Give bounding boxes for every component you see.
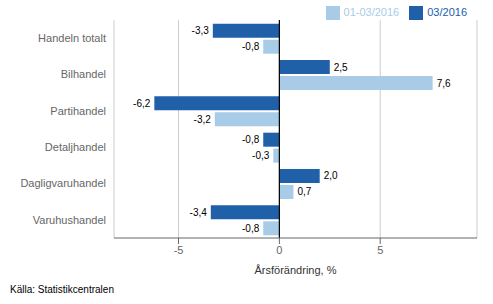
svg-text:5: 5 — [377, 244, 383, 256]
svg-text:Partihandel: Partihandel — [50, 105, 106, 117]
svg-text:Bilhandel: Bilhandel — [61, 68, 106, 80]
svg-text:2,0: 2,0 — [324, 170, 338, 181]
svg-text:Handeln totalt: Handeln totalt — [38, 32, 106, 44]
svg-text:0: 0 — [276, 244, 282, 256]
svg-text:Dagligvaruhandel: Dagligvaruhandel — [20, 177, 106, 189]
svg-text:Detaljhandel: Detaljhandel — [45, 141, 106, 153]
svg-text:-6,2: -6,2 — [133, 98, 151, 109]
svg-text:7,6: 7,6 — [437, 78, 451, 89]
svg-text:-0,8: -0,8 — [242, 223, 260, 234]
svg-text:-0,3: -0,3 — [252, 150, 270, 161]
svg-text:-5: -5 — [174, 244, 184, 256]
svg-text:-3,3: -3,3 — [192, 25, 210, 36]
svg-text:-0,8: -0,8 — [242, 134, 260, 145]
html-text:01-03/2016: 01-03/2016 — [343, 6, 400, 18]
html-text:03/2016: 03/2016 — [427, 6, 467, 18]
html-text:Källa: Statistikcentralen: Källa: Statistikcentralen — [10, 284, 114, 295]
svg-text:-3,4: -3,4 — [190, 207, 208, 218]
svg-text:-3,2: -3,2 — [194, 114, 212, 125]
svg-text:Årsförändring, %: Årsförändring, % — [255, 264, 337, 276]
svg-text:Varuhushandel: Varuhushandel — [33, 214, 106, 226]
svg-text:-0,8: -0,8 — [242, 41, 260, 52]
svg-text:0,7: 0,7 — [297, 186, 311, 197]
svg-text:2,5: 2,5 — [334, 62, 348, 73]
